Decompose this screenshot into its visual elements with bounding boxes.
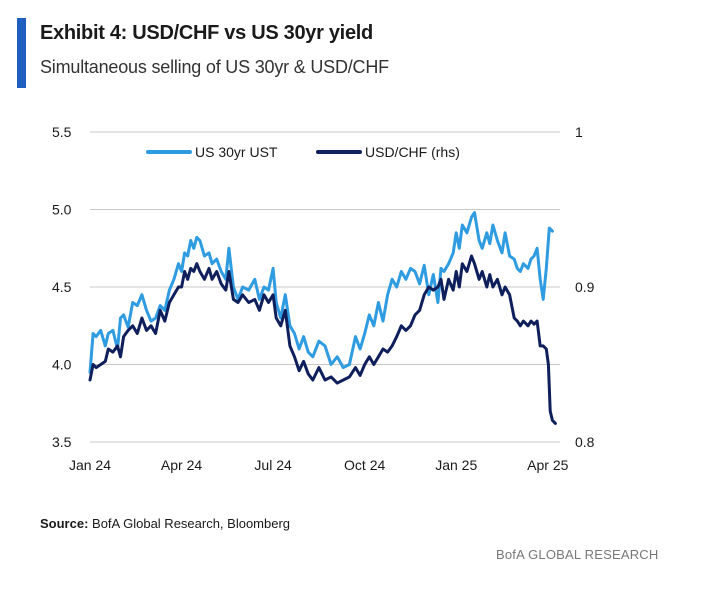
series-line-us30yr bbox=[88, 211, 554, 374]
brand-footer: BofA GLOBAL RESEARCH bbox=[496, 547, 659, 562]
y-left-tick-label: 4.5 bbox=[52, 279, 72, 295]
x-tick-label: Jan 24 bbox=[69, 457, 111, 473]
x-tick-label: Apr 24 bbox=[161, 457, 202, 473]
y-left-tick-label: 5.5 bbox=[52, 124, 72, 140]
legend-label-us30yr: US 30yr UST bbox=[195, 144, 278, 160]
chart-title: Exhibit 4: USD/CHF vs US 30yr yield bbox=[40, 22, 373, 44]
source-label: Source: bbox=[40, 516, 89, 531]
axis-ticks: 3.5 4.0 4.5 5.0 5.5 0.8 0.9 1 Jan 24 Apr 24 Jul 24… bbox=[52, 124, 595, 473]
series-lines bbox=[88, 211, 557, 425]
x-tick-label: Jul 24 bbox=[254, 457, 292, 473]
x-tick-label: Apr 25 bbox=[527, 457, 568, 473]
legend-label-usdchf: USD/CHF (rhs) bbox=[365, 144, 460, 160]
y-left-tick-label: 3.5 bbox=[52, 434, 72, 450]
grid-lines bbox=[90, 131, 560, 443]
source-text: BofA Global Research, Bloomberg bbox=[92, 516, 291, 531]
y-right-tick-label: 1 bbox=[575, 124, 583, 140]
series-line-usdchf bbox=[88, 254, 557, 425]
source-note: Source: BofA Global Research, Bloomberg bbox=[40, 516, 290, 531]
title-accent-bar bbox=[17, 18, 26, 88]
y-right-tick-label: 0.8 bbox=[575, 434, 595, 450]
y-left-tick-label: 4.0 bbox=[52, 357, 72, 373]
chart-area: 3.5 4.0 4.5 5.0 5.5 0.8 0.9 1 Jan 24 Apr 24 Jul 24… bbox=[52, 124, 595, 473]
x-tick-label: Oct 24 bbox=[344, 457, 385, 473]
y-right-tick-label: 0.9 bbox=[575, 279, 595, 295]
chart-subtitle: Simultaneous selling of US 30yr & USD/CH… bbox=[40, 57, 389, 77]
x-tick-label: Jan 25 bbox=[435, 457, 477, 473]
y-left-tick-label: 5.0 bbox=[52, 202, 72, 218]
legend: US 30yr UST USD/CHF (rhs) bbox=[146, 144, 460, 160]
